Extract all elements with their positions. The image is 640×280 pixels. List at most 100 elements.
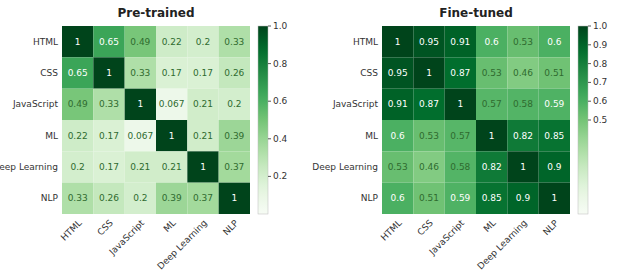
- cell: [62, 120, 93, 151]
- cell-label: 0.53: [419, 131, 439, 141]
- cell: [219, 57, 250, 88]
- cell-label: 0.91: [388, 99, 408, 109]
- y-tick-label: CSS: [40, 68, 58, 78]
- cell: [125, 89, 156, 120]
- x-tick-label: CSS: [415, 218, 435, 238]
- cell: [382, 89, 413, 120]
- cell: [125, 57, 156, 88]
- x-tick-label: Deep Learning: [155, 218, 208, 271]
- color-bar-tick: [588, 101, 591, 102]
- cell-label: 0.57: [482, 99, 502, 109]
- cells: [382, 26, 570, 214]
- cell-label: 0.53: [513, 37, 533, 47]
- cell: [382, 151, 413, 182]
- cell: [476, 183, 507, 214]
- cell-label: 0.21: [193, 131, 213, 141]
- color-bar-tick: [268, 63, 271, 64]
- cell: [219, 183, 250, 214]
- cell: [62, 57, 93, 88]
- cell-label: 0.33: [99, 99, 119, 109]
- cell-label: 0.57: [450, 131, 470, 141]
- cell: [445, 89, 476, 120]
- cell: [187, 183, 218, 214]
- y-tick-label: HTML: [33, 37, 58, 47]
- cell: [507, 26, 538, 57]
- cell: [93, 120, 124, 151]
- cell-label: 0.53: [388, 162, 408, 172]
- y-tick-label: JavaScript: [12, 99, 59, 109]
- color-bar-tick-label: 0.7: [593, 77, 607, 87]
- cell-label: 0.82: [513, 131, 533, 141]
- cell: [93, 183, 124, 214]
- cell-label: 0.39: [162, 193, 182, 203]
- color-bar-tick: [588, 26, 591, 27]
- cell-label: 0.6: [547, 37, 562, 47]
- cell: [413, 183, 444, 214]
- color-bar-tick-label: 0.5: [593, 115, 607, 125]
- cell: [62, 26, 93, 57]
- x-tick-label: NLP: [221, 217, 241, 237]
- heatmap-panel: Pre-trained10.650.490.220.20.330.6510.33…: [0, 6, 288, 271]
- y-tick-label: CSS: [360, 68, 378, 78]
- cell-label: 0.53: [482, 68, 502, 78]
- cell-label: 0.37: [224, 162, 244, 172]
- cell-label: 0.21: [162, 162, 182, 172]
- cell-label: 1: [520, 162, 526, 172]
- color-bar-tick: [588, 44, 591, 45]
- cell: [156, 57, 187, 88]
- color-bar-tick: [588, 82, 591, 83]
- cell: [62, 183, 93, 214]
- heatmap-panel: Fine-tuned10.950.910.60.530.60.9510.870.…: [312, 6, 607, 271]
- cell: [187, 57, 218, 88]
- cell: [219, 89, 250, 120]
- x-tick-label: NLP: [541, 217, 561, 237]
- cell: [445, 120, 476, 151]
- cell-label: 1: [551, 193, 557, 203]
- cell-label: 0.58: [450, 162, 470, 172]
- cell-label: 0.85: [544, 131, 564, 141]
- y-tick-label: JavaScript: [332, 99, 379, 109]
- cell-label: 0.51: [419, 193, 439, 203]
- cell-labels: 10.650.490.220.20.330.6510.330.170.170.2…: [68, 37, 245, 204]
- cell-label: 1: [489, 131, 495, 141]
- cell: [62, 151, 93, 182]
- cell-label: 1: [75, 37, 81, 47]
- cell: [476, 57, 507, 88]
- cell-label: 0.17: [193, 68, 213, 78]
- color-bar-tick-label: 0.2: [273, 171, 287, 181]
- x-tick-label: HTML: [59, 218, 84, 243]
- cells: [62, 26, 250, 214]
- cell: [507, 151, 538, 182]
- cell: [187, 26, 218, 57]
- y-tick-label: ML: [45, 131, 58, 141]
- x-tick-label: ML: [482, 218, 498, 234]
- cell: [507, 120, 538, 151]
- x-tick-label: Deep Learning: [475, 218, 528, 271]
- cell-labels: 10.950.910.60.530.60.9510.870.530.460.51…: [388, 37, 565, 204]
- cell-label: 0.95: [419, 37, 439, 47]
- cell-label: 0.37: [193, 193, 213, 203]
- cell-label: 0.87: [419, 99, 439, 109]
- title: Pre-trained: [118, 6, 195, 20]
- cell: [507, 183, 538, 214]
- cell: [219, 151, 250, 182]
- y-tick-label: ML: [365, 131, 378, 141]
- cell: [413, 26, 444, 57]
- chart: Pre-trained10.650.490.220.20.330.6510.33…: [0, 0, 640, 280]
- cell: [413, 89, 444, 120]
- x-tick-label: CSS: [95, 218, 115, 238]
- cell-label: 0.2: [133, 193, 147, 203]
- cell-label: 0.2: [227, 99, 241, 109]
- color-bar-tick-label: 0.6: [593, 96, 608, 106]
- cell-label: 0.2: [71, 162, 85, 172]
- color-bar-tick-label: 1.0: [273, 21, 288, 31]
- cell-label: 1: [106, 68, 112, 78]
- cell-label: 0.2: [196, 37, 210, 47]
- cell-label: 0.46: [419, 162, 439, 172]
- color-bar-tick: [268, 101, 271, 102]
- cell: [125, 26, 156, 57]
- cell-label: 0.9: [516, 193, 531, 203]
- cell-label: 0.21: [130, 162, 150, 172]
- cell: [156, 183, 187, 214]
- cell-label: 0.49: [130, 37, 150, 47]
